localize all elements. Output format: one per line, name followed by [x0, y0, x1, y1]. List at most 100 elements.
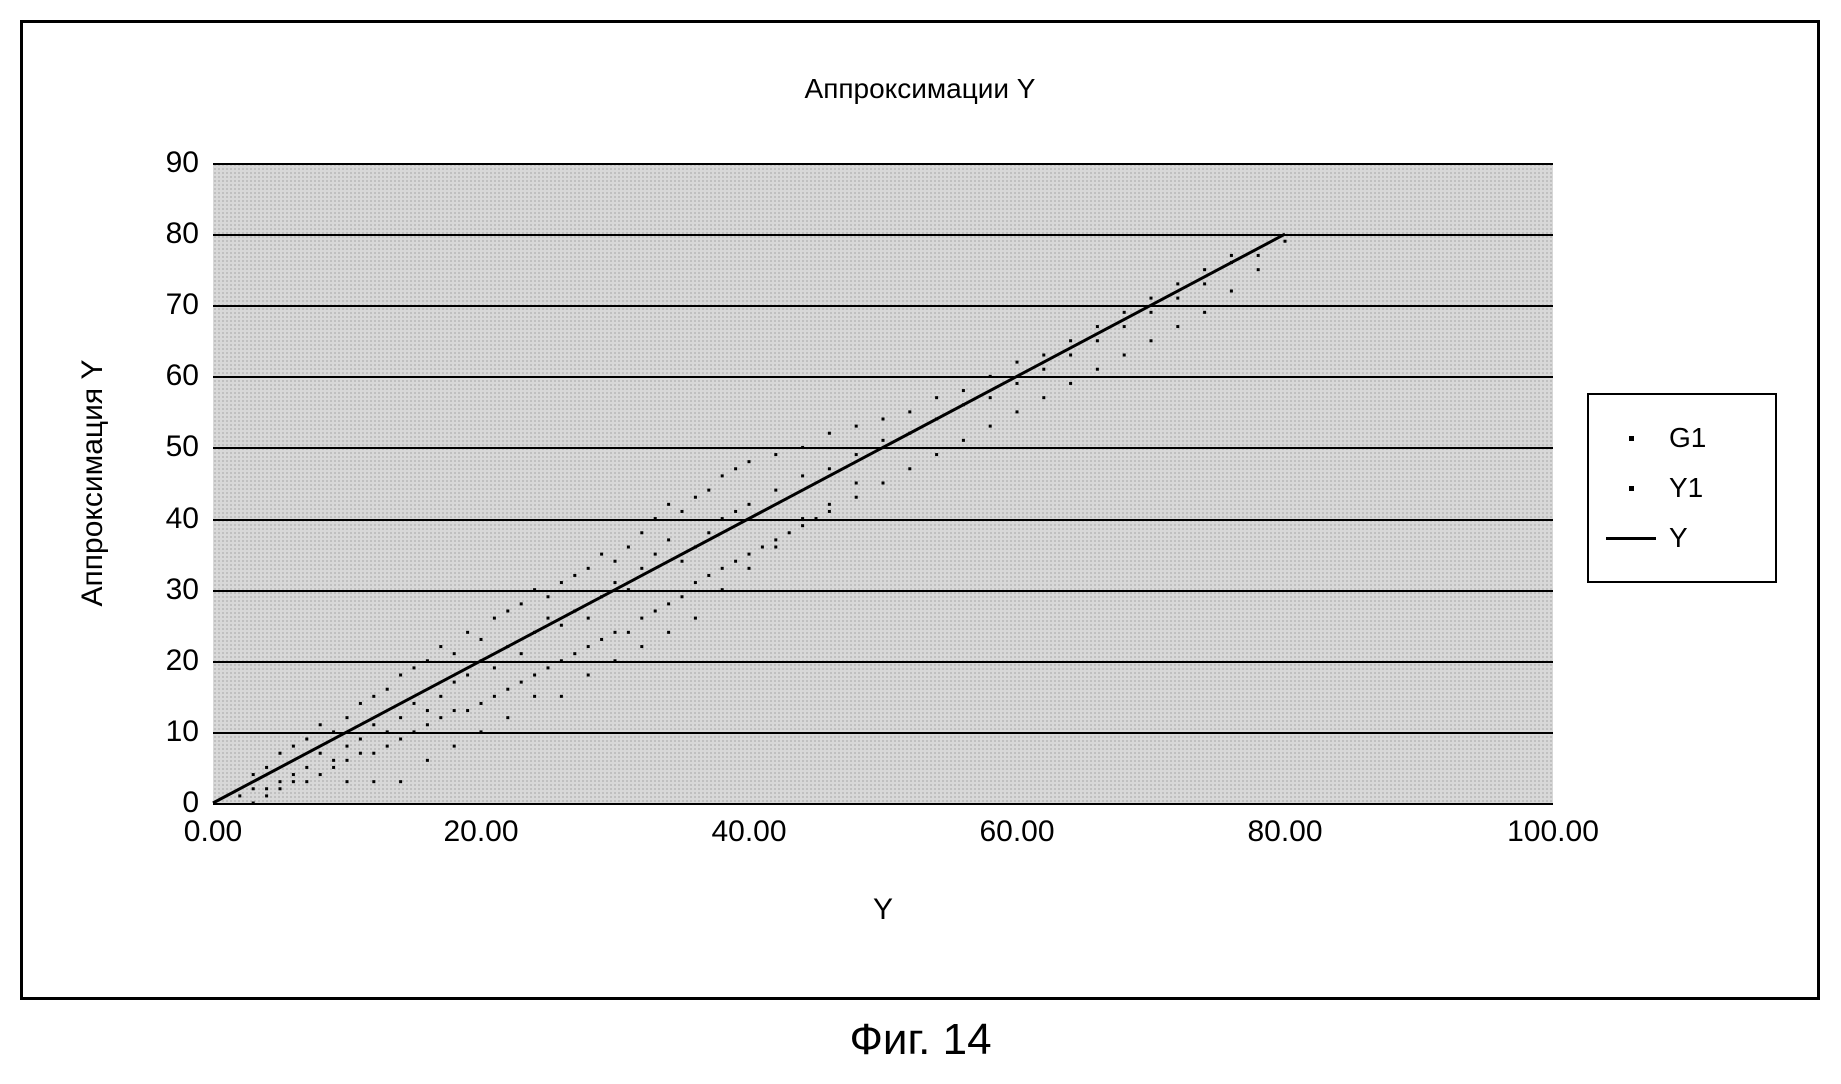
scatter-point — [332, 759, 335, 762]
scatter-point — [1016, 382, 1019, 385]
gridline — [213, 732, 1553, 734]
scatter-point — [305, 738, 308, 741]
scatter-point — [386, 745, 389, 748]
legend-label-g1: G1 — [1669, 422, 1706, 454]
legend-marker-y — [1603, 537, 1659, 540]
x-axis-label: Y — [873, 893, 893, 927]
scatter-point — [439, 695, 442, 698]
scatter-point — [359, 738, 362, 741]
ytick-label: 30 — [166, 573, 199, 607]
scatter-point — [1176, 325, 1179, 328]
scatter-point — [774, 546, 777, 549]
scatter-point — [292, 780, 295, 783]
scatter-point — [587, 617, 590, 620]
scatter-point — [882, 439, 885, 442]
ytick-label: 10 — [166, 715, 199, 749]
scatter-point — [882, 482, 885, 485]
scatter-point — [533, 631, 536, 634]
scatter-point — [1284, 240, 1287, 243]
legend-marker-g1 — [1603, 436, 1659, 441]
scatter-point — [989, 425, 992, 428]
scatter-point — [265, 794, 268, 797]
scatter-point — [560, 581, 563, 584]
scatter-point — [1096, 368, 1099, 371]
scatter-point — [640, 645, 643, 648]
scatter-point — [466, 631, 469, 634]
scatter-point — [1042, 354, 1045, 357]
scatter-point — [426, 723, 429, 726]
gridline — [213, 519, 1553, 521]
scatter-point — [453, 681, 456, 684]
scatter-point — [614, 581, 617, 584]
scatter-point — [292, 745, 295, 748]
gridline — [213, 376, 1553, 378]
scatter-point — [305, 780, 308, 783]
scatter-point — [346, 780, 349, 783]
scatter-point — [1230, 261, 1233, 264]
gridline — [213, 661, 1553, 663]
ytick-label: 20 — [166, 644, 199, 678]
scatter-point — [238, 794, 241, 797]
scatter-point — [707, 531, 710, 534]
scatter-point — [279, 752, 282, 755]
scatter-point — [520, 652, 523, 655]
scatter-point — [453, 652, 456, 655]
ytick-label: 50 — [166, 430, 199, 464]
scatter-point — [694, 581, 697, 584]
scatter-point — [908, 410, 911, 413]
scatter-point — [547, 595, 550, 598]
scatter-point — [761, 546, 764, 549]
xtick-label: 100.00 — [1507, 815, 1599, 849]
scatter-point — [493, 666, 496, 669]
scatter-point — [252, 773, 255, 776]
scatter-point — [560, 695, 563, 698]
scatter-point — [908, 467, 911, 470]
scatter-point — [466, 709, 469, 712]
scatter-point — [426, 759, 429, 762]
scatter-point — [962, 403, 965, 406]
scatter-point — [359, 752, 362, 755]
legend-marker-y1 — [1603, 486, 1659, 491]
scatter-point — [748, 567, 751, 570]
scatter-point — [694, 496, 697, 499]
xtick-label: 60.00 — [979, 815, 1054, 849]
scatter-point — [587, 567, 590, 570]
scatter-point — [1257, 268, 1260, 271]
scatter-point — [399, 780, 402, 783]
scatter-point — [681, 595, 684, 598]
scatter-point — [774, 538, 777, 541]
scatter-point — [1230, 290, 1233, 293]
scatter-point — [372, 695, 375, 698]
gridline — [213, 234, 1553, 236]
scatter-point — [1042, 368, 1045, 371]
scatter-point — [533, 695, 536, 698]
scatter-point — [1176, 282, 1179, 285]
legend-label-y: Y — [1669, 522, 1688, 554]
scatter-point — [667, 602, 670, 605]
scatter-point — [721, 474, 724, 477]
scatter-point — [399, 716, 402, 719]
scatter-point — [372, 780, 375, 783]
scatter-point — [547, 666, 550, 669]
xtick-label: 20.00 — [443, 815, 518, 849]
scatter-point — [855, 496, 858, 499]
scatter-point — [439, 645, 442, 648]
scatter-point — [600, 638, 603, 641]
scatter-point — [1203, 311, 1206, 314]
scatter-point — [346, 716, 349, 719]
scatter-point — [573, 652, 576, 655]
scatter-point — [828, 510, 831, 513]
scatter-point — [734, 510, 737, 513]
scatter-point — [453, 709, 456, 712]
scatter-point — [346, 745, 349, 748]
scatter-point — [801, 524, 804, 527]
scatter-point — [748, 460, 751, 463]
scatter-point — [265, 766, 268, 769]
scatter-point — [600, 595, 603, 598]
scatter-point — [1123, 354, 1126, 357]
scatter-point — [614, 560, 617, 563]
scatter-point — [935, 453, 938, 456]
legend-item-y: Y — [1603, 513, 1761, 563]
scatter-point — [466, 674, 469, 677]
chart-title: Аппроксимации Y — [23, 73, 1817, 105]
